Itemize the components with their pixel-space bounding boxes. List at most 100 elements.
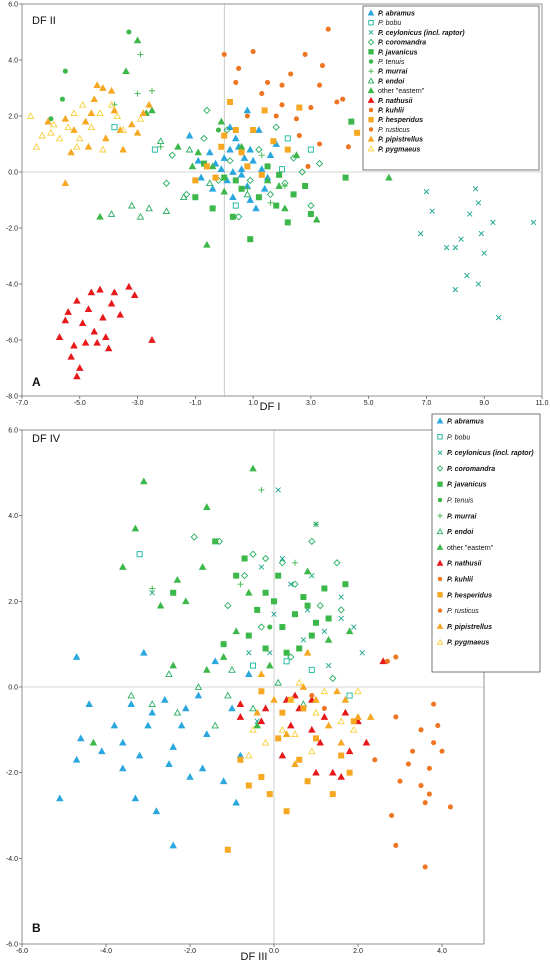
legend-marker-pipistrellus (367, 135, 375, 142)
data-point-abramus (211, 159, 220, 167)
legend-label-ceylonicus: P. ceylonicus (incl. raptor) (447, 450, 534, 457)
data-point-eastern (253, 721, 261, 729)
data-point-endoi (211, 721, 219, 729)
data-point-pipistrellus (70, 126, 78, 133)
data-point-pipistrellus (341, 695, 350, 703)
data-point-abramus (237, 165, 246, 173)
data-point-ceylonicus (443, 244, 450, 251)
data-point-pipistrellus (84, 142, 93, 150)
data-point-nathusii (76, 364, 84, 371)
data-point-ceylonicus (321, 628, 328, 635)
data-point-javanicus (229, 213, 236, 220)
data-point-eastern (303, 567, 312, 575)
y-tick-label: -6.0 (6, 942, 18, 949)
data-point-abramus (194, 691, 203, 699)
data-point-abramus (226, 145, 234, 153)
series-abramus (56, 648, 253, 849)
data-point-kuhlii (317, 141, 323, 147)
panel-letter: A (32, 375, 41, 389)
data-point-bobu (308, 666, 315, 673)
data-point-eastern (219, 653, 228, 660)
data-point-kuhlii (259, 91, 265, 97)
data-point-pipistrellus (102, 134, 110, 142)
data-point-kuhlii (418, 782, 424, 789)
data-point-kuhlii (372, 757, 378, 763)
legend-label-nathusii: P. nathusii (447, 561, 483, 568)
data-point-nathusii (312, 768, 320, 776)
data-point-pygmaeus (291, 730, 299, 737)
data-point-murrai (313, 521, 319, 528)
data-point-pipistrellus (333, 687, 341, 695)
data-point-kuhlii (422, 864, 428, 870)
data-point-pygmaeus (119, 126, 127, 133)
data-point-pygmaeus (47, 128, 55, 136)
legend-label-javanicus: P. javanicus (378, 49, 418, 56)
data-point-nathusii (87, 288, 96, 296)
data-point-javanicus (283, 649, 290, 656)
legend-marker-ceylonicus (368, 30, 374, 35)
legend-label-kuhlii: P. kuhlii (378, 108, 405, 115)
data-point-abramus (206, 148, 214, 156)
x-tick-label: 2.0 (353, 948, 363, 955)
data-point-abramus (229, 168, 237, 175)
data-point-kuhlii (422, 800, 428, 806)
data-point-nathusii (257, 717, 266, 725)
data-point-eastern (194, 148, 202, 156)
data-point-ceylonicus (530, 219, 537, 226)
data-point-kuhlii (410, 748, 416, 754)
data-point-tenuis (215, 127, 221, 133)
data-point-pygmaeus (50, 120, 58, 128)
data-point-kuhlii (447, 804, 453, 810)
data-point-ceylonicus (458, 236, 464, 242)
y-tick-label: 2.0 (8, 114, 18, 121)
data-point-kuhlii (393, 842, 399, 849)
data-point-rusticus (340, 96, 346, 102)
data-point-javanicus (325, 615, 332, 622)
series-eastern (96, 36, 410, 248)
data-point-pygmaeus (64, 123, 72, 131)
data-point-javanicus (284, 219, 291, 226)
data-point-coromandra (278, 559, 287, 567)
legend-marker-nathusii (367, 96, 375, 103)
panel-a: -7.0 -5.0 -3.0 -1.0 1.0 3.0 5.0 7.0 9.0 11.0 -8.0 -… (6, 2, 549, 414)
series-nathusii (236, 657, 387, 780)
data-point-abramus (182, 704, 190, 712)
data-point-javanicus (342, 174, 349, 181)
data-point-eastern (173, 575, 182, 583)
series-tenuis (267, 624, 273, 630)
legend-label-nathusii: P. nathusii (378, 98, 414, 105)
data-point-endoi (243, 190, 252, 198)
data-point-kuhlii (325, 26, 331, 32)
series-hesperidus (192, 98, 361, 184)
data-point-javanicus (221, 174, 228, 181)
data-point-eastern (232, 627, 240, 635)
data-point-bobu (346, 692, 353, 699)
data-point-hesperidus (237, 756, 244, 763)
data-point-javanicus (233, 572, 240, 579)
data-point-pipistrellus (61, 179, 70, 187)
data-point-ceylonicus (472, 186, 479, 192)
data-point-nathusii (125, 282, 133, 290)
data-point-javanicus (264, 163, 271, 170)
data-point-hesperidus (329, 791, 336, 798)
data-point-kuhlii (319, 63, 325, 69)
data-point-ceylonicus (359, 650, 365, 656)
data-point-coromandra (329, 674, 337, 683)
data-point-javanicus (307, 210, 314, 217)
y-tick-label: 0.0 (8, 170, 18, 177)
data-point-coromandra (333, 559, 341, 567)
data-point-endoi (148, 700, 156, 707)
data-point-nathusii (64, 308, 72, 315)
data-point-hesperidus (313, 735, 320, 742)
data-point-bobu (307, 146, 314, 153)
data-point-hesperidus (221, 132, 228, 139)
series-ceylonicus (417, 186, 537, 321)
legend-marker-javanicus (437, 481, 443, 487)
data-point-kuhlii (431, 701, 437, 707)
data-point-abramus (246, 145, 254, 153)
series-ceylonicus (149, 487, 365, 724)
data-point-endoi (185, 145, 194, 153)
data-point-kuhlii (334, 99, 340, 105)
series-kuhlii (221, 26, 351, 169)
data-point-hesperidus (279, 709, 286, 716)
